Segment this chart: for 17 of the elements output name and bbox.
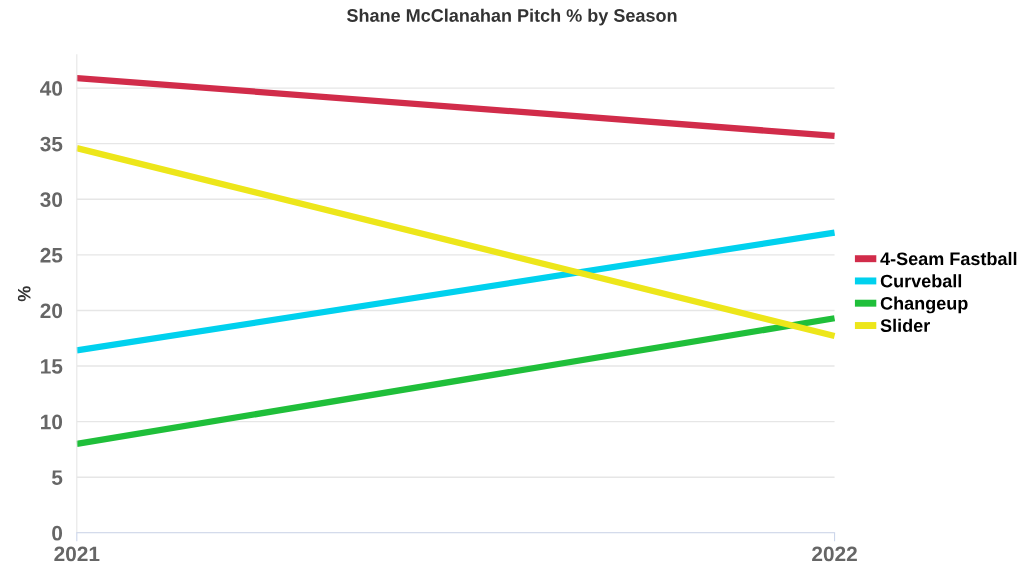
y-tick-label: 25 [40,247,63,263]
legend-label: 4-Seam Fastball [880,251,1017,266]
chart-title: Shane McClanahan Pitch % by Season [346,8,677,26]
legend-label: Slider [880,318,930,333]
x-tick-label: 2021 [54,546,100,562]
legend-label: Curveball [880,274,962,288]
legend-label: Changeup [880,296,968,314]
y-tick-label: 5 [51,470,63,485]
y-tick-label: 10 [41,414,63,430]
y-axis-title: % [17,286,31,302]
x-tick-label: 2022 [812,546,857,562]
y-tick-label: 30 [40,192,63,208]
y-tick-label: 20 [40,303,63,319]
y-tick-label: 35 [40,136,63,152]
y-tick-label: 40 [40,81,63,96]
y-tick-label: 0 [52,525,63,541]
y-tick-label: 15 [41,359,63,374]
